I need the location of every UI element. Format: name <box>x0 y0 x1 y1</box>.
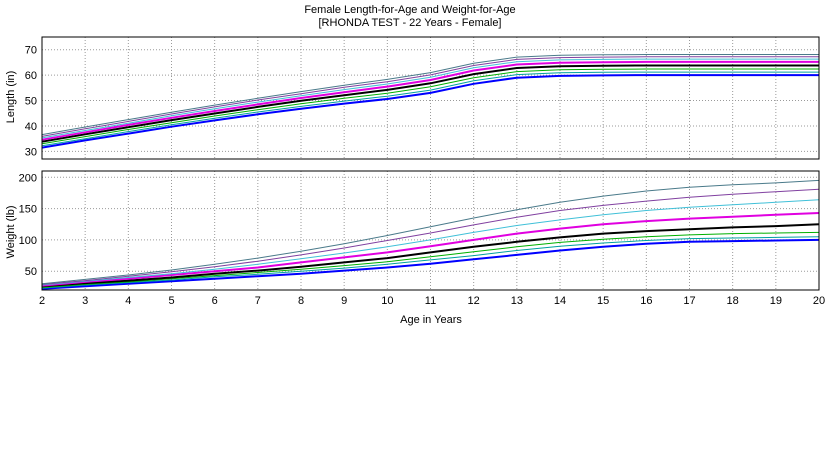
length-percentile-curve <box>41 64 819 143</box>
weight-y-tick-label: 50 <box>25 266 37 278</box>
length-y-tick-label: 60 <box>25 70 37 82</box>
weight-percentile-curve <box>41 231 820 288</box>
x-tick-label: 16 <box>640 295 652 307</box>
x-tick-label: 2 <box>39 295 45 307</box>
weight-percentile-curve <box>41 212 820 287</box>
x-tick-label: 8 <box>298 295 304 307</box>
length-plot-frame <box>41 36 820 160</box>
x-tick-label: 6 <box>212 295 218 307</box>
length-y-axis-label: Length (in) <box>5 71 17 124</box>
chart-title: Female Length-for-Age and Weight-for-Age <box>304 4 515 16</box>
weight-percentile-curve <box>41 223 820 288</box>
x-tick-label: 5 <box>168 295 174 307</box>
weight-y-tick-label: 200 <box>19 172 37 184</box>
length-percentile-curve <box>41 60 819 141</box>
length-y-tick-label: 70 <box>25 45 37 57</box>
x-tick-label: 3 <box>82 295 88 307</box>
x-tick-label: 18 <box>727 295 739 307</box>
x-tick-label: 19 <box>770 295 782 307</box>
x-axis-label: Age in Years <box>400 314 462 326</box>
length-y-tick-label: 40 <box>25 121 37 133</box>
length-percentile-curve <box>41 74 819 149</box>
x-tick-label: 12 <box>468 295 480 307</box>
length-percentile-curve <box>41 58 819 139</box>
x-tick-label: 7 <box>255 295 261 307</box>
x-tick-label: 9 <box>341 295 347 307</box>
length-percentile-curve <box>41 71 819 147</box>
length-percentile-curve <box>41 54 819 136</box>
chart-subtitle: [RHONDA TEST - 22 Years - Female] <box>319 17 502 29</box>
length-percentile-curve <box>41 68 819 145</box>
weight-y-axis-label: Weight (lb) <box>5 206 17 259</box>
x-tick-label: 14 <box>554 295 566 307</box>
weight-percentile-curve <box>41 236 820 289</box>
length-percentile-curve <box>41 56 819 137</box>
weight-percentile-curve <box>41 179 820 285</box>
x-tick-label: 20 <box>813 295 825 307</box>
weight-percentile-curve <box>41 238 820 290</box>
weight-y-tick-label: 150 <box>19 204 37 216</box>
x-tick-label: 4 <box>125 295 131 307</box>
length-for-age-panel: 30 40 50 60 70 Length (in) <box>5 36 820 160</box>
weight-for-age-panel: 50 100 150 200 2 3 4 5 6 7 8 9 10 11 12 13 14 15 16 17 18 19… <box>5 170 825 307</box>
x-tick-label: 11 <box>425 295 436 307</box>
weight-percentile-curve <box>41 199 820 286</box>
x-tick-label: 17 <box>683 295 695 307</box>
x-tick-label: 15 <box>597 295 609 307</box>
weight-y-tick-label: 100 <box>19 235 37 247</box>
weight-plot-frame <box>41 170 820 291</box>
x-tick-label: 13 <box>511 295 523 307</box>
length-y-tick-label: 30 <box>25 146 37 158</box>
weight-percentile-curve <box>41 188 820 285</box>
x-tick-label: 10 <box>381 295 393 307</box>
length-y-tick-label: 50 <box>25 96 37 108</box>
